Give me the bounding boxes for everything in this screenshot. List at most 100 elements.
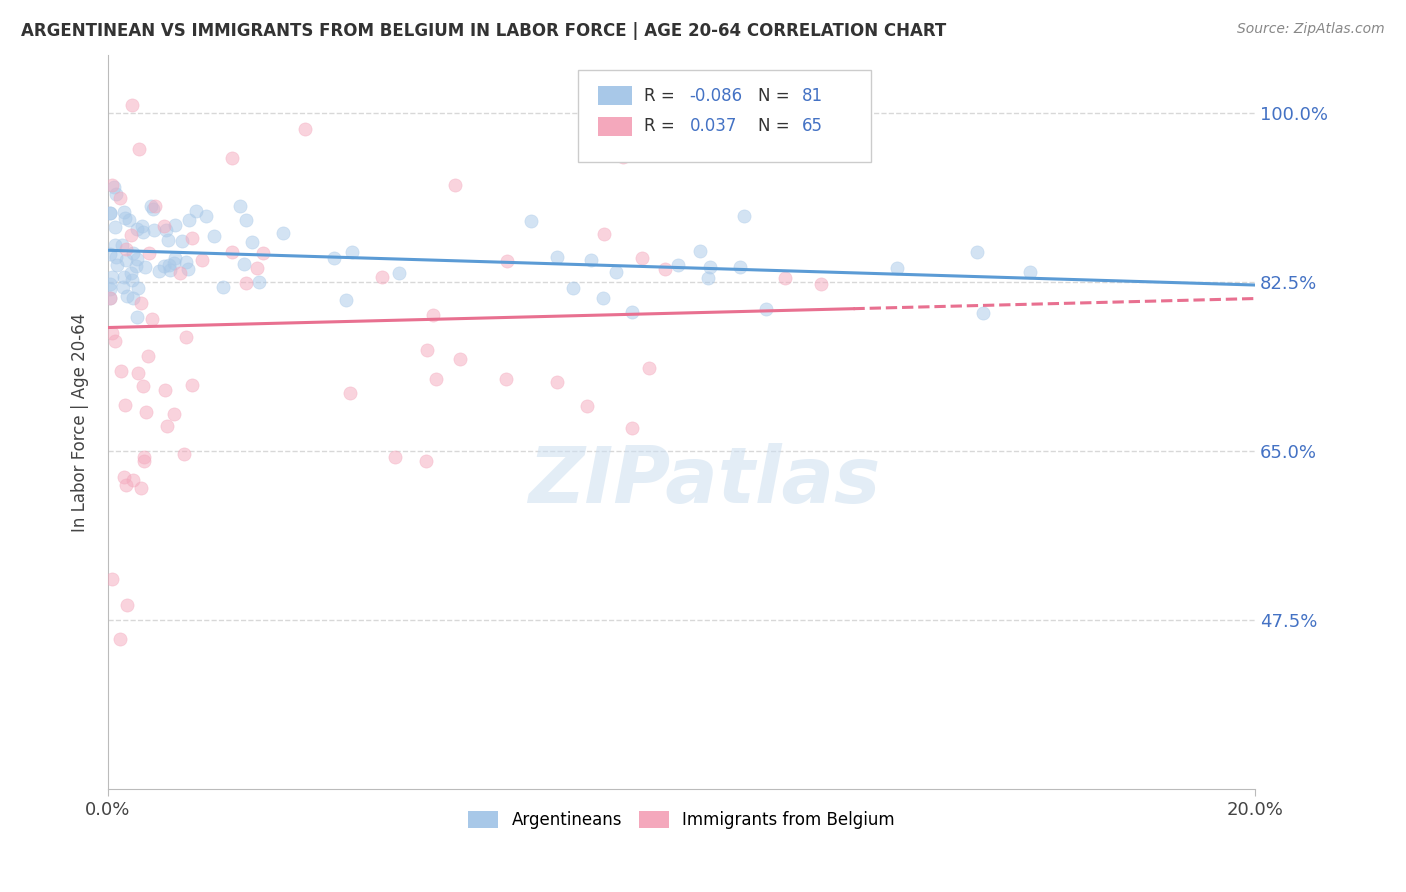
Point	[131, 219, 153, 234]
Point	[177, 212, 200, 227]
Text: R =: R =	[644, 118, 679, 136]
Point	[593, 227, 616, 242]
Point	[110, 632, 132, 647]
Point	[576, 399, 599, 413]
Point	[157, 258, 180, 272]
Point	[699, 260, 721, 274]
Text: Source: ZipAtlas.com: Source: ZipAtlas.com	[1237, 22, 1385, 37]
Point	[124, 259, 146, 273]
Point	[104, 334, 127, 348]
Point	[136, 349, 159, 363]
Point	[246, 260, 269, 275]
Point	[153, 219, 176, 233]
Point	[810, 277, 832, 292]
Point	[654, 262, 676, 277]
Point	[172, 235, 194, 249]
Point	[98, 247, 121, 261]
Point	[163, 408, 186, 422]
Point	[143, 198, 166, 212]
Point	[127, 280, 149, 294]
Point	[122, 245, 145, 260]
Point	[605, 265, 627, 279]
Point	[101, 326, 124, 340]
Point	[163, 256, 186, 270]
Point	[121, 227, 143, 242]
Point	[173, 447, 195, 461]
Point	[271, 226, 294, 240]
Point	[132, 453, 155, 467]
Point	[142, 202, 165, 216]
Point	[495, 372, 517, 386]
Point	[323, 251, 346, 265]
Point	[496, 254, 519, 268]
Point	[112, 205, 135, 219]
Point	[235, 276, 257, 290]
Point	[112, 470, 135, 484]
Point	[129, 296, 152, 310]
Text: 81: 81	[801, 87, 823, 104]
Point	[139, 199, 162, 213]
Point	[112, 270, 135, 285]
Point	[630, 252, 652, 266]
FancyBboxPatch shape	[598, 87, 633, 104]
Point	[98, 291, 121, 305]
Point	[111, 238, 134, 252]
Point	[191, 252, 214, 267]
Point	[115, 252, 138, 267]
Point	[620, 305, 643, 319]
Point	[98, 291, 121, 305]
Point	[138, 246, 160, 260]
Point	[114, 398, 136, 412]
Point	[104, 219, 127, 234]
Point	[181, 377, 204, 392]
Point	[101, 270, 124, 285]
Point	[105, 250, 128, 264]
Point	[143, 223, 166, 237]
Text: R =: R =	[644, 87, 679, 104]
Point	[689, 244, 711, 258]
Point	[252, 246, 274, 260]
Point	[416, 343, 439, 357]
Point	[157, 233, 180, 247]
Point	[125, 221, 148, 235]
Point	[592, 291, 614, 305]
FancyBboxPatch shape	[578, 70, 870, 161]
Point	[121, 273, 143, 287]
Point	[121, 97, 143, 112]
Point	[579, 252, 602, 267]
Point	[155, 223, 177, 237]
Point	[342, 245, 364, 260]
Point	[153, 383, 176, 397]
Point	[132, 225, 155, 239]
Point	[422, 308, 444, 322]
Point	[966, 245, 988, 260]
Point	[117, 598, 139, 612]
Point	[122, 291, 145, 305]
Point	[132, 378, 155, 392]
Point	[112, 280, 135, 294]
Point	[121, 267, 143, 281]
Point	[184, 203, 207, 218]
Point	[115, 289, 138, 303]
Point	[638, 360, 661, 375]
Point	[132, 450, 155, 465]
Point	[388, 266, 411, 280]
Point	[131, 481, 153, 495]
Point	[202, 229, 225, 244]
Point	[104, 238, 127, 252]
Text: N =: N =	[758, 87, 796, 104]
Point	[104, 187, 127, 202]
Point	[229, 199, 252, 213]
Point	[118, 213, 141, 227]
Text: ZIPatlas: ZIPatlas	[529, 443, 880, 519]
Point	[121, 473, 143, 487]
Point	[449, 352, 471, 367]
Point	[235, 213, 257, 227]
Point	[98, 205, 121, 219]
Point	[221, 244, 243, 259]
FancyBboxPatch shape	[598, 117, 633, 136]
Point	[135, 405, 157, 419]
Point	[233, 257, 256, 271]
Point	[125, 310, 148, 324]
Point	[114, 211, 136, 225]
